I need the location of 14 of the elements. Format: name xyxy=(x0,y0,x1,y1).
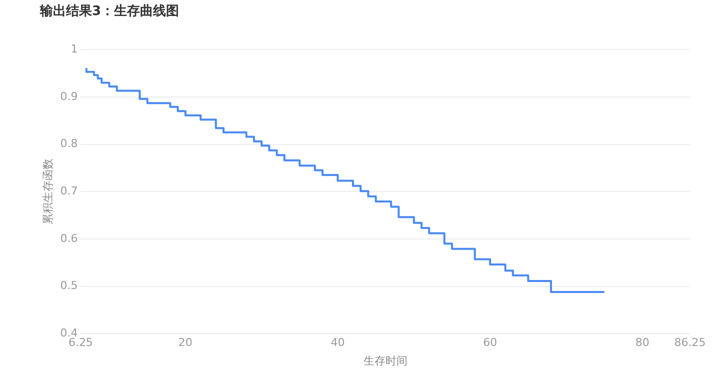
y-tick-label: 0.5 xyxy=(60,279,78,292)
x-tick-label: 80 xyxy=(635,336,650,350)
x-tick-label: 40 xyxy=(330,336,345,350)
y-tick-label: 0.8 xyxy=(60,137,78,150)
y-tick-label: 0.9 xyxy=(60,90,78,103)
x-tick-label: 60 xyxy=(483,336,498,350)
chart-title: 输出结果3：生存曲线图 xyxy=(39,4,180,20)
y-axis-title: 累积生存函数 xyxy=(41,158,54,225)
x-axis-title: 生存时间 xyxy=(363,354,408,368)
y-tick-label: 0.7 xyxy=(60,184,78,198)
x-tick-label: 20 xyxy=(178,336,192,350)
y-tick-label: 1 xyxy=(70,42,78,56)
x-tick-label: 86.25 xyxy=(674,336,706,350)
y-tick-label: 0.6 xyxy=(60,232,78,245)
